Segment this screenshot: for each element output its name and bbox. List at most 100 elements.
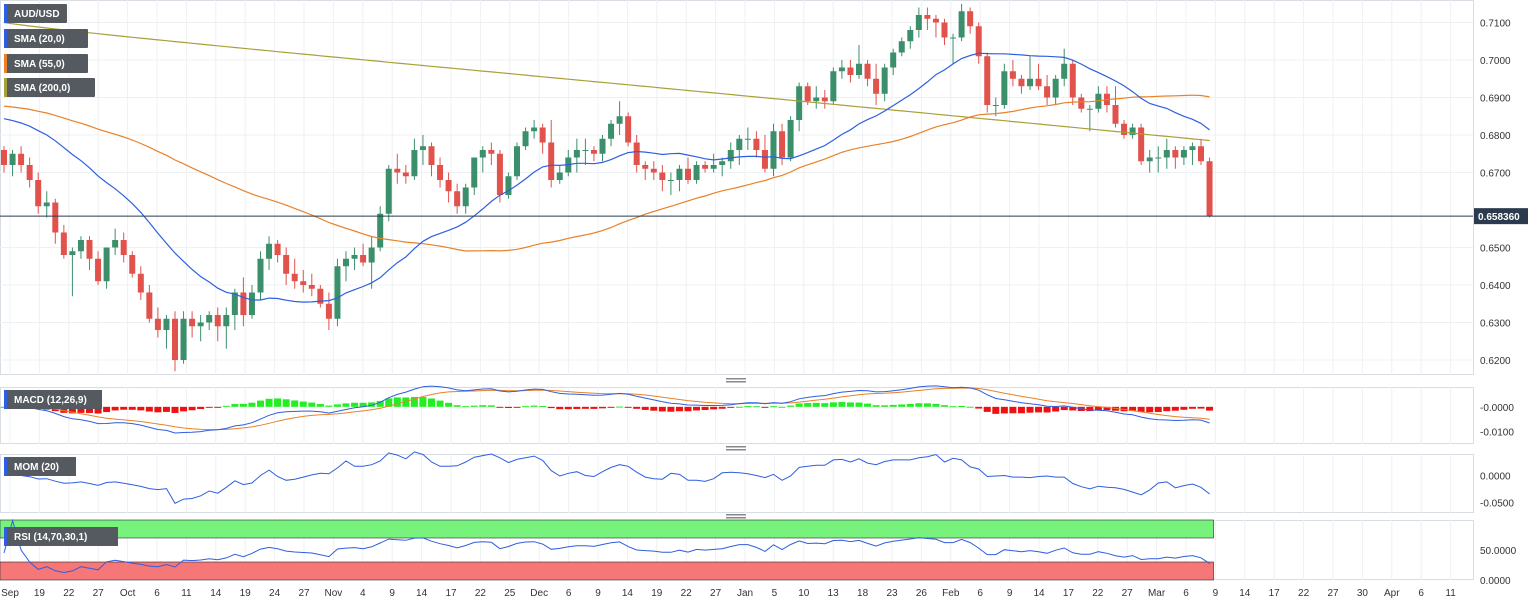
macd-histogram-bar — [590, 406, 598, 409]
x-tick-label: 14 — [622, 588, 634, 599]
y-tick-label: 0.6900 — [1480, 94, 1511, 105]
splitter-handle-b-2 — [726, 517, 746, 519]
candle-body — [197, 322, 204, 327]
candle-body — [291, 273, 298, 282]
macd-histogram-bar — [257, 400, 264, 407]
mom-line — [3, 451, 1210, 504]
candle-body — [659, 172, 666, 180]
macd-histogram-bar — [1188, 406, 1196, 409]
macd-histogram-bar — [222, 405, 230, 407]
mom-legend-swatch — [4, 457, 7, 476]
candle-body — [941, 22, 948, 38]
candle-body — [334, 266, 341, 319]
mom-y-tick: -0.0500 — [1480, 498, 1514, 509]
candle-body — [1206, 161, 1213, 216]
candle-body — [206, 315, 213, 323]
macd-histogram-bar — [906, 403, 914, 407]
macd-histogram-bar — [616, 406, 624, 408]
candle-body — [86, 240, 93, 259]
candle-body — [343, 258, 349, 267]
legend-box — [4, 29, 88, 48]
macd-histogram-bar — [180, 406, 188, 412]
rsi-y-tick: 0.0000 — [1480, 576, 1511, 587]
macd-histogram-bar — [86, 406, 93, 413]
candle-body — [1112, 105, 1119, 124]
legend-swatch — [4, 4, 7, 23]
candle-body — [120, 240, 127, 255]
candle-body — [471, 157, 478, 188]
macd-histogram-bar — [248, 402, 256, 407]
x-tick-label: 23 — [886, 588, 898, 599]
macd-histogram-bar — [787, 405, 795, 407]
macd-histogram-bar — [410, 396, 418, 407]
macd-histogram-bar — [1086, 406, 1094, 412]
x-tick-label: Jan — [737, 588, 753, 599]
rsi-legend-label: RSI (14,70,30,1) — [14, 532, 87, 543]
candle-body — [317, 288, 324, 304]
candle-body — [693, 165, 700, 180]
macd-histogram-bar — [1035, 406, 1043, 413]
legend-box — [4, 78, 95, 97]
macd-histogram-bar — [197, 406, 205, 410]
candle-body — [932, 18, 939, 23]
x-tick-label: 19 — [240, 588, 252, 599]
macd-histogram-bar — [795, 403, 803, 407]
x-tick-label: 30 — [1357, 588, 1369, 599]
candle-body — [1163, 150, 1170, 158]
legend-label: AUD/USD — [14, 9, 60, 20]
candle-body — [881, 67, 888, 94]
candle-body — [864, 63, 871, 79]
candle-body — [137, 273, 144, 293]
x-tick-label: 14 — [1239, 588, 1251, 599]
pane-bg-1 — [0, 387, 1536, 444]
x-tick-label: 4 — [360, 588, 366, 599]
candle-body — [650, 168, 657, 173]
candle-body — [163, 318, 170, 330]
x-tick-label: 11 — [181, 588, 192, 599]
candle-body — [368, 247, 375, 263]
macd-histogram-bar — [342, 403, 350, 407]
macd-histogram-bar — [855, 402, 863, 407]
candle-body — [385, 168, 392, 214]
candle-body — [727, 150, 734, 162]
macd-histogram-bar — [624, 406, 632, 408]
candle-body — [573, 150, 580, 158]
sma200-line — [3, 21, 1210, 142]
macd-histogram-bar — [94, 406, 102, 414]
macd-histogram-bar — [291, 400, 299, 407]
macd-histogram-bar — [1052, 406, 1060, 412]
macd-histogram-bar — [658, 406, 666, 412]
macd-histogram-bar — [821, 403, 829, 407]
candle-body — [702, 165, 709, 169]
macd-histogram-bar — [641, 406, 649, 410]
macd-histogram-bar — [368, 402, 376, 407]
macd-histogram-bar — [359, 402, 367, 407]
macd-histogram-bar — [376, 400, 384, 407]
candle-body — [1035, 78, 1042, 87]
candle-body — [813, 97, 820, 102]
macd-histogram-bar — [923, 403, 931, 407]
macd-histogram-bar — [804, 403, 812, 407]
macd-histogram-bar — [556, 406, 564, 410]
candle-body — [599, 138, 606, 154]
mom-legend-label: MOM (20) — [14, 462, 59, 473]
legend-swatch — [4, 54, 7, 73]
candle-body — [1180, 150, 1187, 158]
x-tick-label: 6 — [1418, 588, 1424, 599]
x-tick-label: 27 — [710, 588, 722, 599]
macd-histogram-bar — [829, 402, 837, 407]
candle-body — [454, 191, 461, 207]
macd-histogram-bar — [77, 406, 85, 413]
macd-histogram-bar — [581, 406, 589, 409]
candle-body — [958, 11, 965, 38]
macd-histogram-bar — [1137, 406, 1145, 413]
macd-histogram-bar — [385, 398, 393, 407]
macd-histogram-bar — [351, 402, 359, 407]
macd-histogram-bar — [325, 405, 333, 407]
candle-body — [95, 258, 102, 282]
y-tick-label: 0.6800 — [1480, 131, 1511, 142]
candle-body — [967, 11, 974, 27]
candle-body — [796, 86, 803, 120]
x-tick-label: 27 — [1327, 588, 1339, 599]
